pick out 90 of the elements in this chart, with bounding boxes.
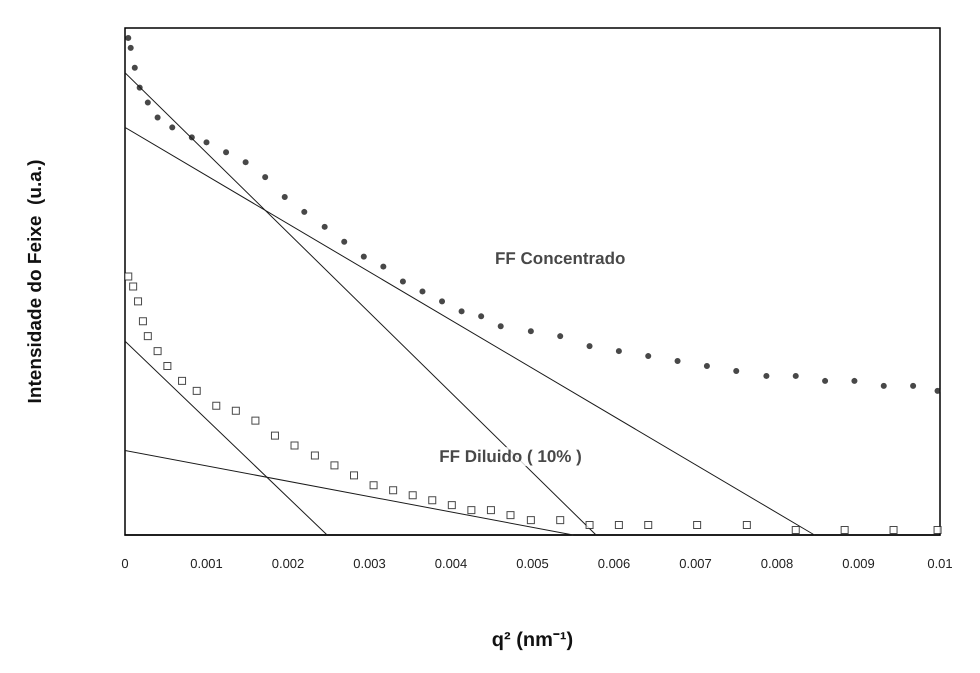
point [934,526,942,534]
point [389,486,398,494]
point [124,272,132,281]
point [212,402,220,410]
point [498,323,504,330]
series-label: FF Diluido ( 10% ) [439,447,582,466]
point [645,353,652,360]
point [506,511,514,520]
point [674,358,681,364]
point [290,442,299,450]
point [428,496,436,504]
point [125,34,132,41]
point [792,526,800,534]
point [586,343,593,350]
point [154,114,161,120]
point [851,378,858,384]
point [478,313,484,320]
point [910,382,916,389]
point [232,406,240,415]
point [270,432,279,440]
point [138,317,147,326]
point [134,297,142,306]
point [341,238,348,245]
point [301,208,308,215]
point [132,64,138,71]
x-tick-label: 0.002 [272,556,304,571]
point [742,521,751,530]
point [262,174,268,180]
point [128,44,134,51]
y-axis-title: Intensidade do Feixe (u.a.) [25,160,46,404]
point [188,134,195,140]
x-tick-label: 0.006 [598,556,630,571]
point [204,139,210,146]
point [169,124,176,130]
point [282,194,288,200]
x-tick-label: 0.009 [842,556,875,571]
x-tick-label: 0.01 [927,556,953,571]
point [144,332,152,340]
point [486,506,495,514]
x-tick-label: 0.001 [190,556,223,571]
point [704,363,710,369]
point [693,521,702,530]
x-tick-label: 0.005 [516,556,549,571]
point [556,516,564,524]
point [439,298,446,304]
x-tick-label: 0 [121,556,129,571]
point [419,288,426,294]
point [400,278,406,284]
point [322,224,328,230]
point [733,368,740,374]
point [890,526,898,534]
point [163,362,172,370]
point [880,382,887,389]
point [144,100,151,106]
x-tick-label: 0.007 [679,556,712,571]
x-axis-title: q² (nm⁻¹) [492,629,574,651]
point [763,372,770,379]
x-tick-label: 0.004 [434,556,468,571]
point [242,159,249,166]
point [350,471,358,480]
point [934,388,941,394]
point [330,461,338,470]
point [792,372,799,379]
point [458,308,465,314]
point [129,282,138,290]
x-tick-label: 0.003 [353,556,386,571]
point [526,516,535,524]
point [154,347,162,356]
point [840,526,849,534]
point [380,264,386,270]
point [644,521,652,530]
point [616,348,622,354]
point [251,416,260,425]
point [178,376,186,385]
point [408,491,417,500]
point [370,481,378,490]
point [557,333,564,340]
point [223,149,230,156]
point [822,378,828,384]
point [310,451,319,460]
point [467,506,476,514]
point [586,521,594,530]
point [528,328,534,334]
point [448,501,456,510]
point [614,521,623,530]
point [192,386,201,395]
x-tick-label: 0.008 [760,556,794,571]
text: FF Concentrado [495,249,626,268]
point [360,254,367,260]
point [136,84,143,91]
